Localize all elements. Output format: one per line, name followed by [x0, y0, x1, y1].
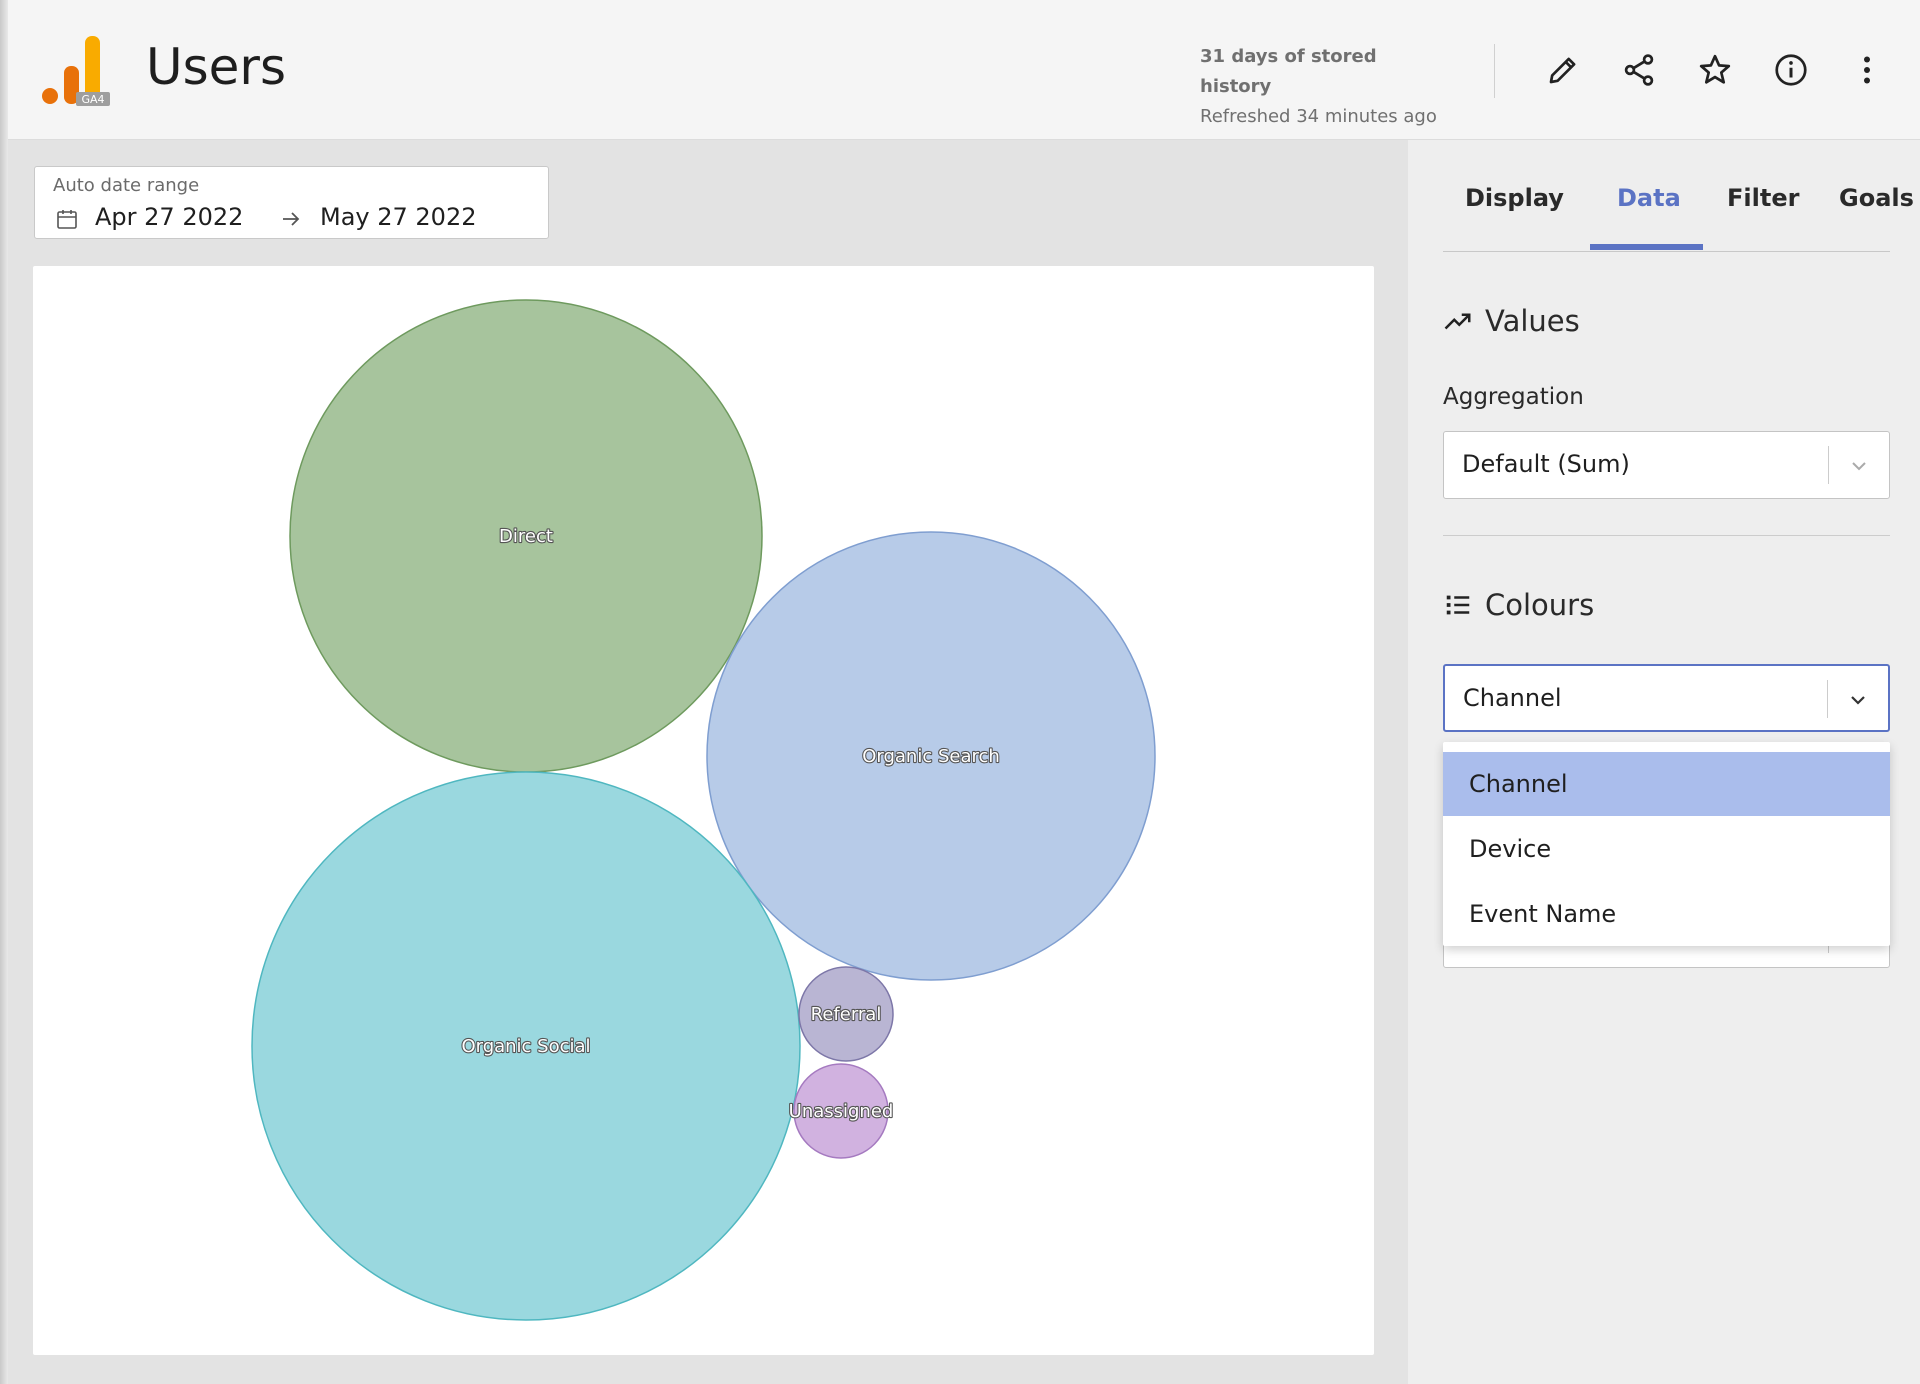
active-tab-indicator	[1590, 244, 1703, 250]
bubble-label-organic-search: Organic Search	[862, 746, 1000, 767]
bubble-label-unassigned: Unassigned	[789, 1101, 894, 1122]
colours-dropdown-menu: Channel Device Event Name	[1443, 742, 1890, 946]
info-button[interactable]	[1765, 44, 1817, 96]
values-section-title: Values	[1443, 304, 1580, 338]
tab-goals[interactable]: Goals	[1839, 184, 1914, 212]
option-device[interactable]: Device	[1469, 835, 1552, 863]
history-info: 31 days of stored history Refreshed 34 m…	[1200, 42, 1440, 132]
panel-tabs: Display Data Filter Goals	[1443, 140, 1914, 252]
bubble-organic-search[interactable]	[706, 531, 1156, 981]
date-range-picker[interactable]: Auto date range Apr 27 2022 May 27 2022	[34, 166, 549, 239]
colours-title: Colours	[1485, 588, 1595, 622]
colours-section-title: Colours	[1443, 588, 1594, 622]
aggregation-label: Aggregation	[1443, 384, 1584, 410]
chevron-down-icon	[1851, 696, 1865, 705]
more-button[interactable]	[1841, 44, 1893, 96]
bubble-unassigned[interactable]	[793, 1063, 889, 1159]
share-icon	[1624, 54, 1654, 86]
bubble-label-organic-social: Organic Social	[461, 1036, 590, 1057]
edit-icon	[1549, 57, 1576, 84]
arrow-right-icon	[283, 212, 300, 226]
date-from: Apr 27 2022	[95, 203, 244, 231]
edit-button[interactable]	[1537, 44, 1589, 96]
refreshed-time: Refreshed 34 minutes ago	[1200, 106, 1437, 127]
settings-panel: Display Data Filter Goals Values Aggrega…	[1408, 140, 1920, 1384]
tab-display[interactable]: Display	[1465, 184, 1564, 212]
logo-badge-text: GA4	[81, 93, 104, 106]
bubble-label-referral: Referral	[811, 1004, 882, 1025]
history-days: 31 days of stored history	[1200, 46, 1377, 97]
ga4-logo: GA4	[40, 36, 112, 108]
tab-data[interactable]: Data	[1617, 184, 1681, 212]
aggregation-value: Default (Sum)	[1462, 450, 1630, 478]
calendar-icon	[57, 210, 77, 229]
app-header: GA4 Users 31 days of stored history Refr…	[0, 0, 1920, 140]
select-separator	[1828, 446, 1829, 484]
section-divider	[1443, 535, 1890, 536]
colours-value: Channel	[1463, 684, 1562, 712]
star-icon	[1699, 54, 1731, 84]
list-icon	[1446, 595, 1470, 615]
tab-filter[interactable]: Filter	[1727, 184, 1800, 212]
aggregation-select[interactable]: Default (Sum)	[1443, 431, 1890, 499]
date-range-label: Auto date range	[53, 175, 200, 196]
page-title: Users	[146, 38, 287, 96]
more-vertical-icon	[1864, 56, 1870, 84]
select-separator	[1827, 680, 1828, 718]
header-divider	[1494, 44, 1495, 98]
bubble-chart: Direct Organic Search Organic Social Referr…	[251, 299, 1156, 1321]
date-to: May 27 2022	[320, 203, 477, 231]
chevron-down-icon	[1852, 462, 1866, 471]
chart-card: Direct Organic Search Organic Social Referr…	[33, 266, 1374, 1355]
bubble-referral[interactable]	[798, 966, 894, 1062]
share-button[interactable]	[1613, 44, 1665, 96]
bubble-organic-social[interactable]	[251, 771, 801, 1321]
trending-up-icon	[1444, 313, 1471, 330]
option-channel[interactable]: Channel	[1443, 752, 1890, 816]
colours-select[interactable]: Channel	[1443, 664, 1890, 732]
analytics-logo-icon: GA4	[42, 36, 110, 106]
favorite-button[interactable]	[1689, 44, 1741, 96]
info-icon	[1775, 54, 1807, 86]
option-event-name[interactable]: Event Name	[1469, 900, 1617, 928]
window-edge	[0, 0, 8, 1384]
bubble-label-direct: Direct	[499, 526, 553, 547]
values-title: Values	[1485, 304, 1580, 338]
